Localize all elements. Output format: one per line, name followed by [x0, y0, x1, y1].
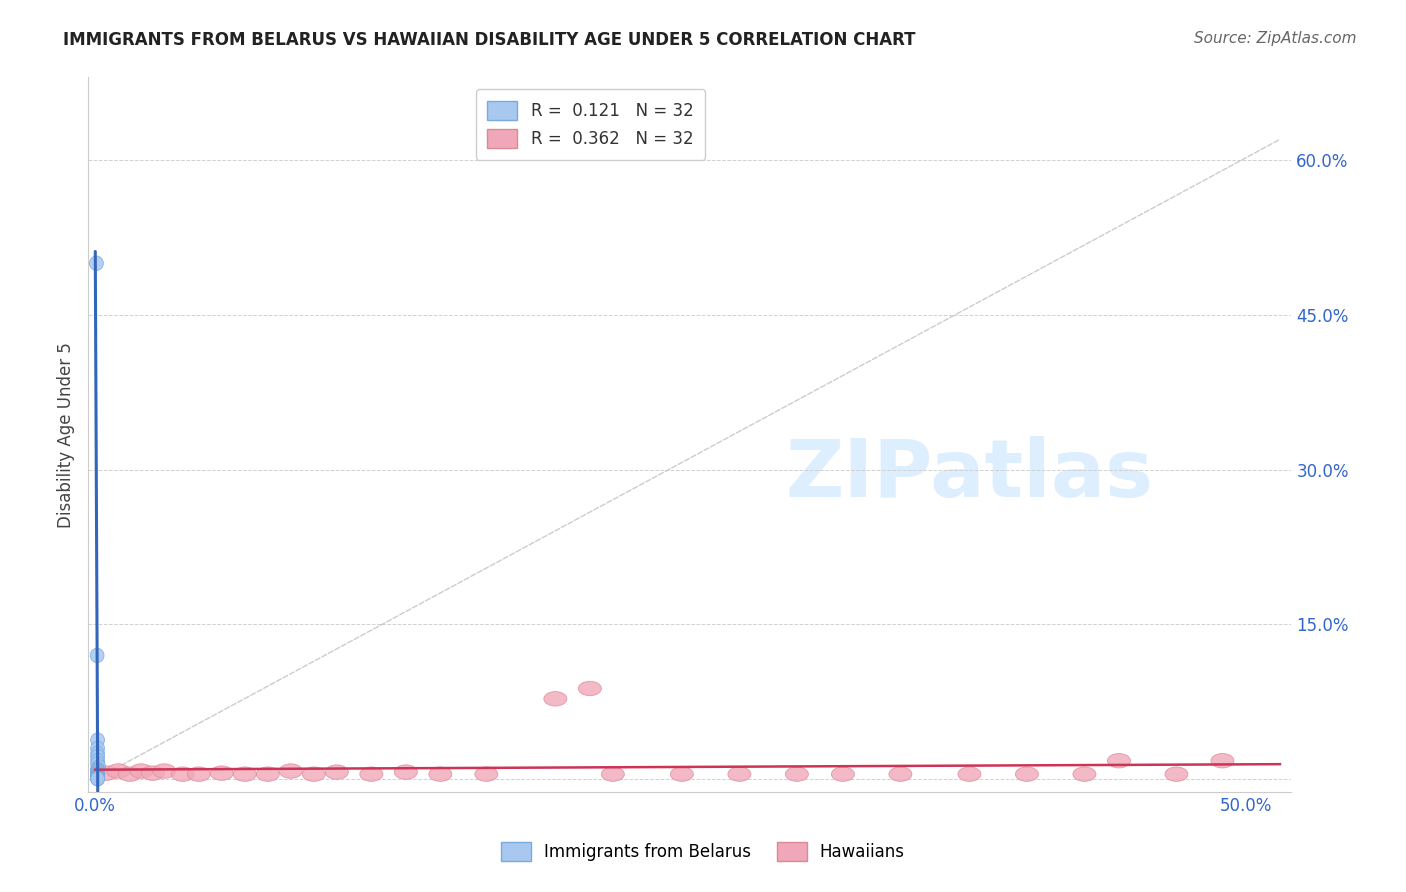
Ellipse shape	[90, 767, 104, 781]
Ellipse shape	[90, 771, 104, 786]
Ellipse shape	[1073, 767, 1095, 781]
Ellipse shape	[90, 741, 104, 756]
Ellipse shape	[187, 767, 211, 781]
Ellipse shape	[360, 767, 382, 781]
Ellipse shape	[90, 770, 104, 784]
Ellipse shape	[153, 764, 176, 779]
Ellipse shape	[90, 762, 104, 776]
Ellipse shape	[90, 771, 104, 786]
Ellipse shape	[831, 767, 855, 781]
Ellipse shape	[129, 764, 153, 779]
Ellipse shape	[578, 681, 602, 696]
Ellipse shape	[90, 767, 104, 781]
Text: Source: ZipAtlas.com: Source: ZipAtlas.com	[1194, 31, 1357, 46]
Text: ZIPatlas: ZIPatlas	[786, 436, 1153, 514]
Ellipse shape	[602, 767, 624, 781]
Ellipse shape	[90, 756, 104, 771]
Legend: Immigrants from Belarus, Hawaiians: Immigrants from Belarus, Hawaiians	[495, 835, 911, 868]
Ellipse shape	[90, 769, 104, 783]
Ellipse shape	[90, 769, 104, 783]
Ellipse shape	[90, 256, 103, 270]
Ellipse shape	[91, 760, 105, 774]
Ellipse shape	[1108, 754, 1130, 768]
Ellipse shape	[90, 733, 104, 747]
Ellipse shape	[90, 771, 104, 786]
Ellipse shape	[1166, 767, 1188, 781]
Ellipse shape	[118, 767, 141, 781]
Ellipse shape	[256, 767, 280, 781]
Ellipse shape	[96, 766, 118, 780]
Ellipse shape	[90, 771, 104, 786]
Ellipse shape	[90, 747, 104, 761]
Ellipse shape	[544, 691, 567, 706]
Ellipse shape	[141, 766, 165, 780]
Ellipse shape	[90, 764, 104, 779]
Ellipse shape	[325, 764, 349, 780]
Ellipse shape	[728, 767, 751, 781]
Ellipse shape	[1211, 754, 1234, 768]
Ellipse shape	[211, 766, 233, 780]
Ellipse shape	[90, 770, 104, 784]
Ellipse shape	[90, 763, 104, 777]
Ellipse shape	[107, 764, 129, 779]
Ellipse shape	[90, 772, 104, 786]
Y-axis label: Disability Age Under 5: Disability Age Under 5	[58, 342, 75, 527]
Ellipse shape	[90, 754, 104, 768]
Ellipse shape	[889, 767, 912, 781]
Ellipse shape	[90, 769, 104, 783]
Ellipse shape	[786, 767, 808, 781]
Ellipse shape	[90, 768, 104, 782]
Ellipse shape	[90, 648, 104, 663]
Ellipse shape	[90, 749, 104, 764]
Ellipse shape	[90, 771, 104, 786]
Ellipse shape	[429, 767, 451, 781]
Ellipse shape	[280, 764, 302, 779]
Ellipse shape	[957, 767, 981, 781]
Ellipse shape	[394, 764, 418, 780]
Ellipse shape	[475, 767, 498, 781]
Ellipse shape	[302, 767, 325, 781]
Ellipse shape	[90, 764, 104, 780]
Ellipse shape	[172, 767, 194, 781]
Text: IMMIGRANTS FROM BELARUS VS HAWAIIAN DISABILITY AGE UNDER 5 CORRELATION CHART: IMMIGRANTS FROM BELARUS VS HAWAIIAN DISA…	[63, 31, 915, 49]
Ellipse shape	[1015, 767, 1039, 781]
Ellipse shape	[90, 768, 104, 782]
Ellipse shape	[90, 770, 104, 784]
Ellipse shape	[90, 771, 104, 786]
Ellipse shape	[90, 766, 104, 780]
Ellipse shape	[233, 767, 256, 781]
Legend: R =  0.121   N = 32, R =  0.362   N = 32: R = 0.121 N = 32, R = 0.362 N = 32	[475, 89, 704, 160]
Ellipse shape	[671, 767, 693, 781]
Ellipse shape	[90, 770, 104, 784]
